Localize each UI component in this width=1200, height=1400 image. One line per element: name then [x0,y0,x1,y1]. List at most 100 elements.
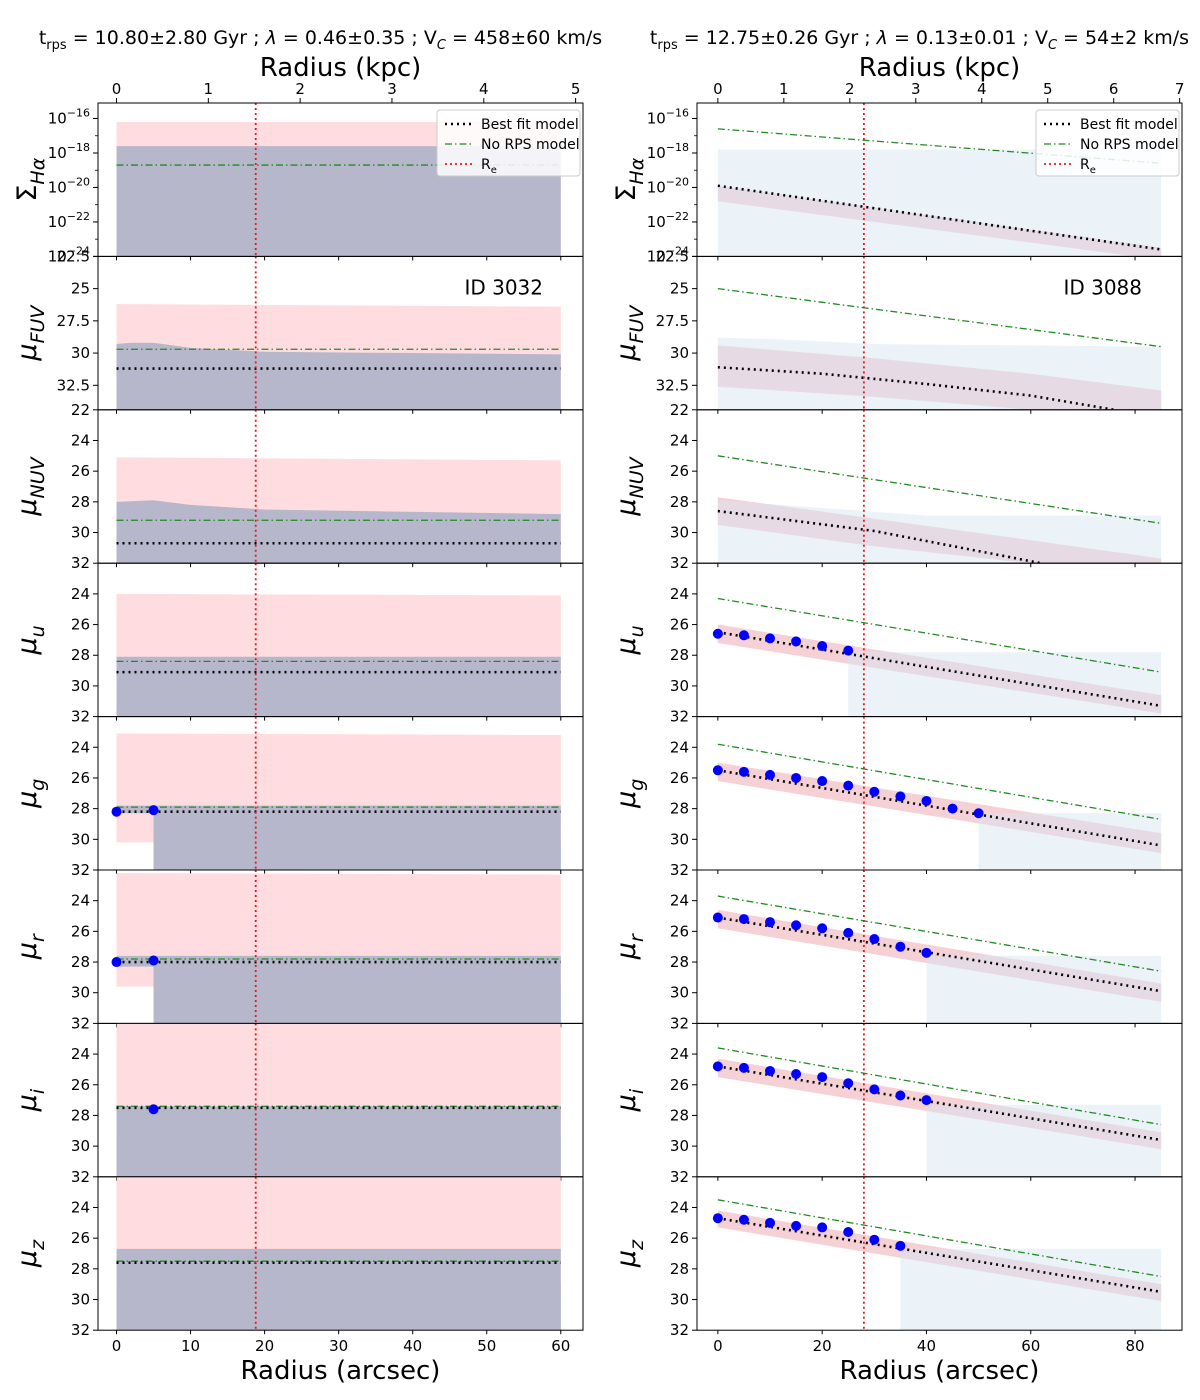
y-axis-label: μu [12,625,49,655]
y-tick-label: 22 [71,401,90,419]
panel-z: 24 26 28 30 32 μz [12,1176,584,1339]
y-tick-label: 24 [71,431,90,449]
kpc-tick-label: 4 [479,80,489,98]
panel-plot-area [712,1176,1162,1331]
kpc-tick-label: 0 [112,80,122,98]
y-tick-label: 30 [670,524,689,542]
uncertainty-band-blue [926,1104,1162,1177]
y-tick-label: 24 [670,738,689,756]
panel-g: 24 26 28 30 32 μg [611,716,1183,879]
no-rps-model-line [717,1199,1162,1278]
uncertainty-band-blue [116,1106,561,1177]
y-tick-label: 32 [71,708,90,726]
x-tick-label: 60 [1021,1337,1040,1355]
y-tick-label: 28 [71,493,90,511]
panel-NUV: 22 24 26 28 30 32 μNUV [611,401,1183,572]
y-tick-label: 30 [670,344,689,362]
y-tick-label: 32 [670,861,689,879]
galaxy-id-label: ID 3032 [464,275,543,299]
data-point [895,941,906,952]
x-tick-label: 10 [181,1337,200,1355]
panel-g: 24 26 28 30 32 μg [12,716,584,879]
data-point [765,1065,776,1076]
y-tick-label: 28 [670,1260,689,1278]
data-point [738,1214,749,1225]
kpc-tick-label: 1 [779,80,789,98]
no-rps-model-line [717,597,1162,673]
y-tick-label: 28 [71,646,90,664]
y-tick-label: 26 [71,616,90,634]
y-tick-label: 26 [71,1076,90,1094]
bottom-axis-title: Radius (arcsec) [840,1356,1040,1386]
panel-plot-area [712,716,1162,870]
y-tick-label: 24 [670,585,689,603]
kpc-tick-label: 2 [845,80,855,98]
uncertainty-band-overlap [717,762,1162,854]
data-point [817,641,828,652]
uncertainty-band-blue [926,955,1162,1024]
data-point [712,765,723,776]
uncertainty-band-overlap [717,185,1162,257]
column-title: trps = 12.75±0.26 Gyr ; λ = 0.13±0.01 ; … [650,27,1189,53]
y-tick-label: 25 [71,280,90,298]
y-tick-label: 10−20 [48,175,90,196]
data-point [921,947,932,958]
x-tick-label: 40 [917,1337,936,1355]
legend-best-fit-label: Best fit model [1080,117,1178,133]
kpc-tick-label: 3 [387,80,397,98]
uncertainty-band-blue [116,500,561,564]
uncertainty-band-overlap [717,345,1162,410]
y-tick-label: 24 [670,431,689,449]
panel-plot-area [712,1023,1162,1177]
data-point [712,1061,723,1072]
panel-plot-area [717,256,1162,410]
data-point [895,1090,906,1101]
data-point [817,776,828,787]
y-tick-label: 32 [670,554,689,572]
y-axis-label: μFUV [611,304,648,362]
y-tick-label: 30 [71,344,90,362]
data-point [791,1069,802,1080]
panel-frame [696,1176,1183,1331]
y-tick-label: 28 [670,1106,689,1124]
panel-NUV: 22 24 26 28 30 32 μNUV [12,401,584,572]
panel-plot-area [717,103,1162,257]
x-tick-label: 40 [403,1337,422,1355]
x-tick-label: 80 [1126,1337,1145,1355]
legend-box [1035,109,1180,177]
data-point [738,1062,749,1073]
y-tick-label: 32 [670,708,689,726]
y-tick-label: 30 [71,524,90,542]
y-tick-label: 10−18 [48,141,90,162]
y-axis-label: ΣHα [611,157,648,201]
y-tick-label: 10−22 [48,210,90,231]
data-point [791,772,802,783]
data-point [712,628,723,639]
y-tick-label: 27.5 [656,312,689,330]
y-tick-label: 24 [670,1198,689,1216]
y-tick-label: 28 [71,800,90,818]
uncertainty-band-blue [848,652,1162,717]
y-tick-label: 24 [71,892,90,910]
best-fit-model-line [717,509,1042,564]
panel-i: 24 26 28 30 32 μi [12,1022,584,1186]
y-tick-label: 24 [71,738,90,756]
data-point [843,645,854,656]
no-rps-model-line [717,895,1162,972]
panel-plot-area [717,409,1162,564]
uncertainty-band-blue [717,337,1162,410]
data-point [738,914,749,925]
y-tick-label: 10−16 [647,107,689,128]
panel-i: 24 26 28 30 32 μi [611,1022,1183,1186]
y-tick-label: 26 [670,1076,689,1094]
kpc-tick-label: 1 [204,80,214,98]
y-tick-label: 30 [670,830,689,848]
y-tick-label: 26 [670,462,689,480]
y-tick-label: 32.5 [57,376,90,394]
data-point [765,1217,776,1228]
data-point [817,923,828,934]
uncertainty-band-blue [717,500,1162,564]
y-tick-label: 32 [71,1014,90,1032]
data-point [791,636,802,647]
data-point [843,780,854,791]
